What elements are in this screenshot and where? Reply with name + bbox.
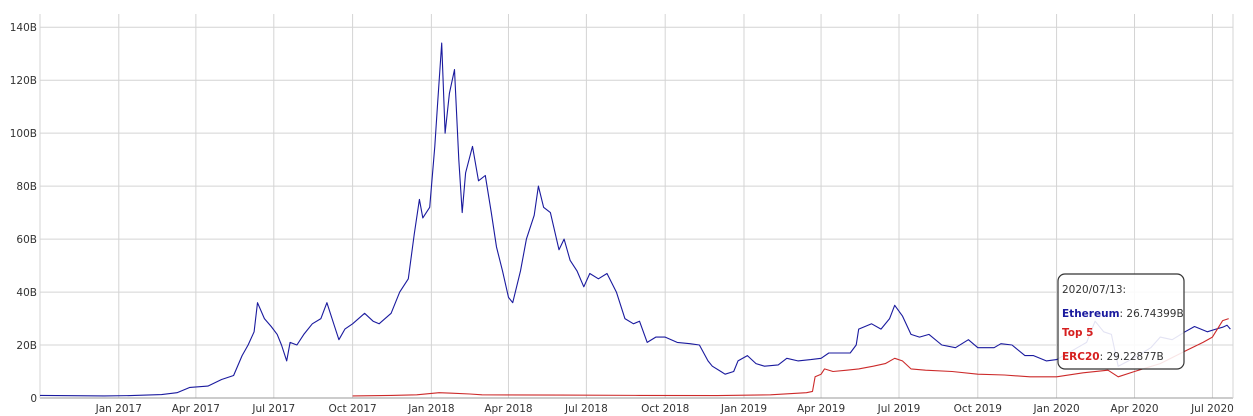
- tooltip-series-name: Ethereum: [1062, 308, 1120, 320]
- x-tick-label: Apr 2020: [1110, 403, 1158, 415]
- x-tick-label: Jan 2018: [407, 403, 454, 415]
- y-tick-label: 140B: [10, 22, 37, 34]
- y-tick-label: 80B: [16, 181, 37, 193]
- x-tick-label: Jul 2019: [877, 403, 921, 415]
- tooltip-row: ERC20: 29.22877B: [1062, 351, 1164, 363]
- y-tick-label: 120B: [10, 75, 37, 87]
- y-tick-label: 20B: [16, 340, 37, 352]
- x-tick-label: Oct 2017: [328, 403, 376, 415]
- tooltip-series-name: ERC20: [1062, 351, 1100, 363]
- x-tick-label: Jul 2018: [564, 403, 608, 415]
- x-tick-label: Jul 2017: [251, 403, 295, 415]
- y-tick-label: 40B: [16, 287, 37, 299]
- y-tick-label: 100B: [10, 128, 37, 140]
- x-tick-label: Jan 2019: [720, 403, 767, 415]
- axes: 0 20B 40B 60B 80B 100B 120B 140B Jan 2017 Apr 201…: [10, 14, 1234, 415]
- tooltip-row: Ethereum: 26.74399B: [1062, 308, 1184, 320]
- y-tick-label: 0: [30, 393, 37, 405]
- x-tick-label: Apr 2019: [797, 403, 845, 415]
- series-group: [39, 42, 1231, 397]
- x-tick-label: Jan 2020: [1032, 403, 1079, 415]
- tooltip-date: 2020/07/13:: [1062, 284, 1126, 296]
- tooltip-series-value: : 26.74399B: [1120, 308, 1184, 320]
- x-tick-label: Jul 2020: [1190, 403, 1234, 415]
- x-tick-label: Jan 2017: [95, 403, 142, 415]
- tooltip-box: [1057, 273, 1185, 370]
- grid: [40, 14, 1233, 398]
- x-tick-label: Apr 2018: [484, 403, 532, 415]
- x-tick-label: Apr 2017: [172, 403, 220, 415]
- series-line-erc20: [352, 318, 1229, 397]
- series-line-ethereum: [39, 42, 1231, 397]
- tooltip-series-name: Top 5: [1062, 327, 1093, 339]
- x-tick-label: Oct 2019: [954, 403, 1002, 415]
- x-tick-label: Oct 2018: [641, 403, 689, 415]
- tooltip-row: Top 5: [1062, 327, 1093, 339]
- y-tick-label: 60B: [16, 234, 37, 246]
- tooltip-series-value: : 29.22877B: [1100, 351, 1164, 363]
- tooltip: 2020/07/13: Ethereum: 26.74399B Top 5 ERC20…: [1057, 273, 1185, 370]
